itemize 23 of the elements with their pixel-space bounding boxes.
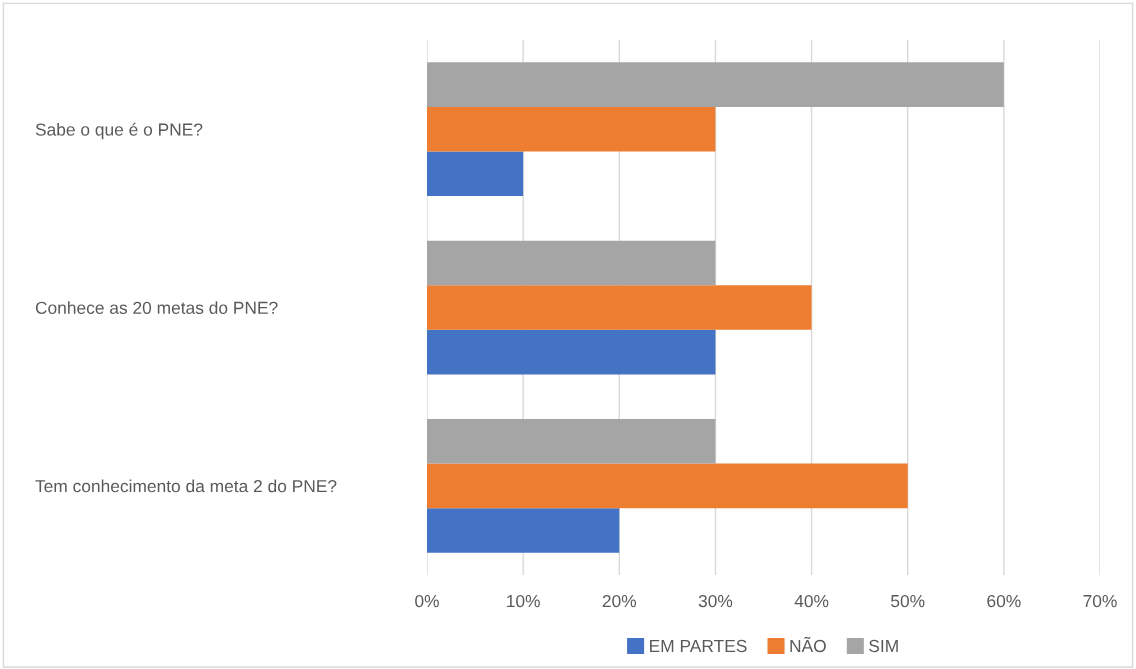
x-tick-label: 0% — [415, 594, 439, 608]
bar — [427, 463, 908, 509]
x-tick-label: 20% — [602, 594, 637, 608]
bar — [427, 106, 716, 152]
legend-label: SIM — [869, 639, 898, 653]
y-tick-label: Conhece as 20 metas do PNE? — [35, 301, 278, 314]
bar — [427, 285, 812, 330]
legend-label: NÃO — [790, 636, 826, 653]
bar — [427, 508, 620, 553]
x-tick-label: 50% — [891, 594, 925, 608]
bar — [427, 418, 716, 464]
x-tick-label: 40% — [794, 594, 829, 608]
y-tick-label: Sabe o que é o PNE? — [35, 122, 203, 140]
x-tick-label: 70% — [1083, 594, 1117, 608]
legend-label: EM PARTES — [650, 639, 747, 653]
bar — [427, 329, 716, 375]
x-tick-label: 10% — [507, 594, 540, 608]
bar — [427, 62, 1004, 107]
x-tick-label: 30% — [698, 594, 733, 608]
y-tick-label: Tem conhecimento da meta 2 do PNE? — [35, 479, 337, 493]
bar — [427, 240, 716, 286]
bar — [427, 151, 524, 197]
x-tick-label: 60% — [987, 594, 1021, 608]
